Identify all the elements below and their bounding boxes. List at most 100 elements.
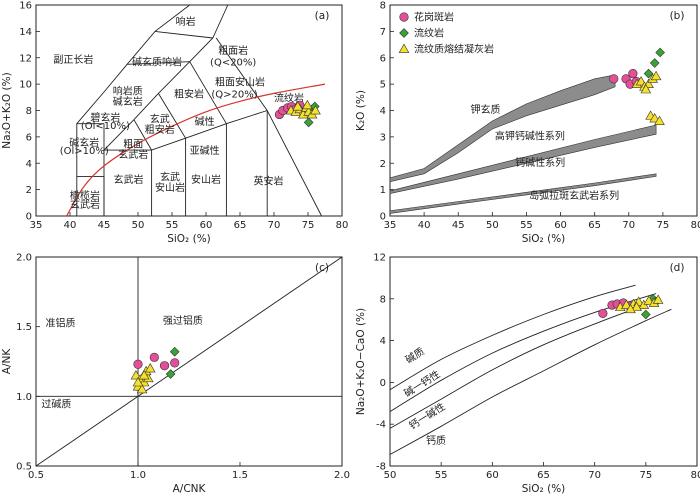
y-tick-label: 0.5 [16, 462, 32, 473]
field-label: 玄武岩 [113, 173, 143, 186]
data-point [631, 301, 642, 312]
y-tick-label: -4 [376, 420, 386, 431]
field-label: 过碱质 [41, 397, 71, 410]
y-tick-label: 4 [380, 336, 386, 347]
field-boundary [76, 4, 190, 177]
x-tick-label: 2.0 [334, 470, 350, 481]
x-tick-label: 75 [657, 220, 670, 231]
y-tick-label: 8 [26, 106, 32, 117]
x-tick-label: 65 [537, 470, 550, 481]
field-label: 安山岩 [155, 181, 185, 194]
data-point [144, 363, 156, 373]
field-label: 副正长岩 [53, 53, 93, 66]
data-point [609, 74, 619, 84]
data-point [621, 299, 632, 309]
data-point [625, 303, 636, 314]
data-point [655, 47, 665, 58]
panel-a: 35 40 45 50 55 60 65 70 75 80 0 2 4 6 8 10 12 14 16 SiO₂ (%… [1, 1, 348, 246]
y-tick-label: 14 [19, 27, 32, 38]
data-point [628, 68, 638, 79]
data-point [302, 99, 313, 110]
field-label: 玄武 [160, 170, 180, 183]
field-label: 强过铝质 [163, 314, 203, 327]
x-tick-label: 75 [639, 470, 652, 481]
field-label: (Q<20%) [210, 58, 256, 69]
x-axis-label: SiO₂ (%) [522, 483, 566, 495]
series-field-label: 岛弧拉斑玄武岩系列 [529, 189, 619, 202]
x-tick-label: 0.5 [28, 470, 44, 481]
panel-label: (a) [315, 10, 330, 22]
field-label: 粗面 [123, 138, 143, 150]
x-tick-label: 50 [384, 470, 397, 481]
data-point [133, 359, 143, 369]
data-point [650, 70, 662, 81]
x-tick-label: 65 [234, 220, 247, 231]
y-tick-label: 4 [26, 159, 32, 170]
data-point [643, 68, 654, 79]
field-label: 碱玄岩 [69, 136, 99, 149]
x-tick-label: 60 [486, 470, 499, 481]
y-tick-label: 2.0 [16, 253, 32, 264]
field-label: (Ol>10%) [60, 146, 109, 157]
data-point [649, 58, 660, 68]
y-tick-label: 3 [380, 132, 386, 143]
y-tick-label: 12 [19, 53, 32, 64]
data-point [169, 346, 180, 357]
y-tick-label: 6 [380, 53, 386, 64]
data-point [170, 358, 180, 368]
legend-marker [398, 43, 410, 53]
data-point [159, 361, 170, 371]
series-field-label: 钙碱性系列 [515, 156, 565, 169]
x-tick-label: 80 [336, 220, 349, 231]
field-label: 粗安岩 [174, 87, 204, 100]
data-point [132, 376, 144, 387]
x-tick-label: 50 [132, 220, 145, 231]
x-tick-label: 40 [418, 220, 431, 231]
x-tick-label: 45 [98, 220, 111, 231]
field-label: 钙质 [426, 434, 446, 447]
data-point [130, 370, 142, 380]
field-boundary [127, 61, 190, 65]
diagonal-line [35, 256, 343, 467]
x-tick-label: 70 [588, 470, 601, 481]
field-label: 钙一碱性 [407, 400, 448, 432]
y-tick-label: 12 [373, 253, 386, 264]
y-tick-label: 7 [380, 27, 386, 38]
field-label: 粗面岩 [218, 44, 248, 57]
y-tick-label: 0 [380, 212, 386, 223]
field-label: 响岩质 [113, 85, 143, 98]
series-boundary-band [389, 173, 657, 214]
field-label: 碱性 [195, 115, 215, 128]
x-tick-label: 80 [691, 470, 700, 481]
y-tick-label: 6 [26, 132, 32, 143]
mali-boundary-curve [389, 284, 636, 391]
field-label: 响岩 [176, 15, 196, 28]
x-tick-label: 70 [622, 220, 635, 231]
y-tick-label: 0 [26, 212, 32, 223]
y-tick-label: 1 [380, 185, 386, 196]
plot-frame [35, 256, 343, 467]
field-boundary [133, 119, 152, 151]
data-point [635, 76, 647, 86]
legend-label: 流纹岩 [414, 27, 444, 40]
x-tick-label: 75 [302, 220, 315, 231]
x-axis-label: SiO₂ (%) [522, 233, 566, 245]
field-label: 碧玄岩 [90, 111, 120, 124]
y-tick-label: 1.0 [16, 392, 32, 403]
panel-label: (d) [670, 262, 685, 274]
mali-boundary-curve [389, 308, 672, 455]
x-tick-label: 35 [384, 220, 397, 231]
panel-b: 35404550556065707580012345678SiO₂ (%)K₂O… [355, 1, 700, 246]
field-label: 橄榄岩 [70, 189, 100, 202]
x-tick-label: 1.0 [130, 470, 146, 481]
panel-label: (c) [315, 262, 329, 274]
x-tick-label: 55 [435, 470, 448, 481]
y-axis-label: A/NK [1, 348, 13, 375]
field-label: 玄武岩 [70, 198, 100, 211]
field-label: (Ol<10%) [81, 121, 130, 132]
y-axis-label: Na₂O+K₂O (%) [1, 72, 13, 148]
field-boundary [103, 4, 229, 151]
x-tick-label: 55 [520, 220, 533, 231]
data-point [652, 294, 664, 304]
